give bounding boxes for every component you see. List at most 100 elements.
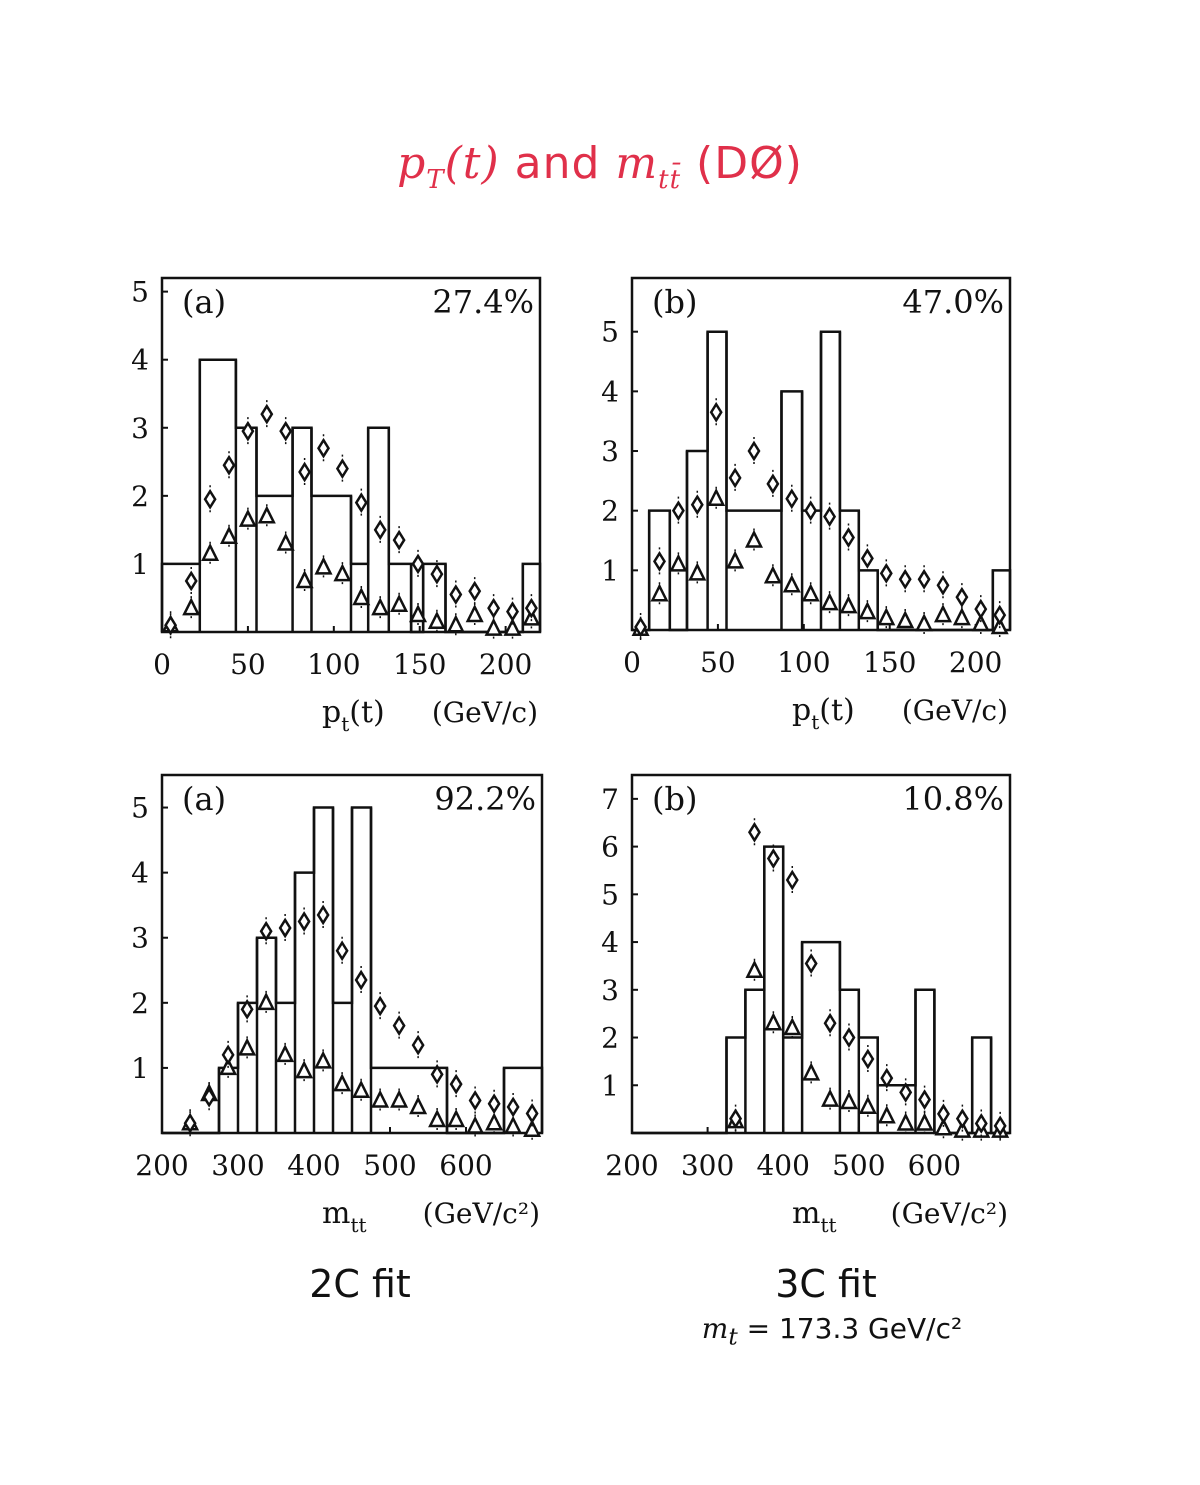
plot-frame [630, 773, 1012, 1135]
triangle-point [763, 565, 782, 584]
diamond-point [506, 1096, 520, 1118]
diamond-point [785, 869, 799, 891]
diamond-point [766, 848, 780, 869]
diamond-point [316, 904, 330, 926]
diamond-point [354, 969, 368, 991]
y-tick-label: 3 [601, 974, 619, 1007]
y-tick-label: 5 [601, 316, 619, 349]
panel-percent: 27.4% [432, 283, 534, 321]
x-tick-label: 0 [153, 648, 171, 681]
diamond-point [917, 568, 931, 590]
x-tick-label: 500 [363, 1149, 416, 1182]
diamond-point [525, 1103, 539, 1124]
triangle-point [896, 1112, 915, 1131]
triangle-point [390, 593, 409, 613]
diamond-point [373, 519, 387, 541]
diamond-point [880, 1067, 894, 1089]
diamond-point [955, 586, 969, 608]
diamond-point [728, 467, 742, 489]
title-m-subscript: tt̄ [658, 164, 682, 195]
triangle-point [333, 1073, 352, 1092]
triangle-point [877, 607, 896, 626]
diamond-point [202, 1086, 216, 1108]
diamond-point [671, 500, 685, 522]
triangle-point [523, 1118, 542, 1137]
triangle-point [858, 1095, 877, 1114]
panel-label: (b) [652, 780, 697, 818]
triangle-point [465, 604, 484, 623]
x-axis-title: pt(t) [322, 695, 385, 736]
triangle-point [839, 1091, 858, 1110]
panel-label: (a) [182, 283, 226, 321]
triangle-point [934, 1117, 953, 1136]
x-tick-label: 200 [135, 1149, 188, 1182]
caption-mass-symbol: m [701, 1312, 729, 1345]
y-tick-label: 4 [131, 857, 149, 890]
triangle-point [427, 610, 446, 630]
diamond-point [747, 440, 761, 462]
diamond-point [411, 1034, 425, 1056]
triangle-point [314, 1050, 333, 1069]
diamond-point [335, 940, 349, 962]
triangle-point [744, 529, 764, 548]
diamond-point [506, 601, 519, 622]
triangle-point [409, 1096, 428, 1115]
x-tick-label: 600 [908, 1149, 961, 1182]
triangle-point [990, 616, 1009, 635]
y-tick-label: 1 [131, 548, 149, 581]
triangle-point [257, 505, 276, 524]
x-tick-label: 300 [211, 1149, 264, 1182]
x-axis-unit: (GeV/c) [432, 696, 538, 729]
x-axis-argument: (t) [819, 693, 854, 728]
panel-label: (a) [182, 780, 226, 818]
triangle-point [295, 1060, 314, 1079]
y-tick-label: 1 [601, 1069, 619, 1102]
y-tick-label: 3 [601, 435, 619, 468]
triangle-point [428, 1109, 447, 1128]
triangle-point [352, 1079, 371, 1098]
diamond-point [823, 1012, 837, 1034]
diamond-point [690, 494, 704, 516]
y-tick-label: 4 [601, 375, 619, 408]
diamond-point [279, 420, 293, 442]
triangle-point [238, 508, 257, 527]
panel-percent: 47.0% [902, 283, 1004, 321]
diamond-point [183, 1112, 197, 1134]
x-tick-label: 400 [287, 1149, 340, 1182]
x-axis-title: mtt [322, 1196, 367, 1237]
diamond-point [842, 527, 855, 548]
triangle-point [802, 1062, 821, 1081]
diamond-point [955, 1108, 969, 1130]
diamond-point [221, 1044, 235, 1066]
title-pt-argument: (t) [444, 138, 500, 189]
triangle-point [238, 1037, 257, 1056]
x-axis-subscript: t [341, 712, 349, 736]
y-tick-label: 2 [131, 480, 149, 513]
triangle-point [896, 610, 915, 629]
triangle-point [371, 1089, 390, 1108]
x-tick-label: 100 [777, 646, 830, 679]
triangle-point [858, 601, 877, 620]
triangle-point [953, 1119, 972, 1138]
title-m-symbol: m [615, 138, 659, 189]
x-tick-label: 100 [307, 648, 360, 681]
diamond-point [240, 998, 254, 1020]
x-axis-subscript: t [811, 710, 819, 734]
caption-top-mass: mt = 173.3 GeV/c² [622, 1312, 1042, 1351]
x-tick-label: 400 [756, 1149, 809, 1182]
diamond-point [974, 598, 988, 620]
diamond-point [430, 563, 444, 585]
diamond-point [203, 488, 217, 510]
triangle-point [352, 587, 371, 606]
y-tick-label: 4 [601, 926, 619, 959]
triangle-point [820, 592, 839, 611]
triangle-point [390, 1089, 409, 1108]
diamond-point [392, 1015, 406, 1036]
caption-mass-index: t [728, 1322, 738, 1351]
diamond-point [729, 1108, 743, 1130]
y-tick-label: 2 [131, 987, 149, 1020]
triangle-point [745, 959, 764, 978]
diamond-point [993, 604, 1007, 626]
triangle-point [933, 604, 953, 623]
